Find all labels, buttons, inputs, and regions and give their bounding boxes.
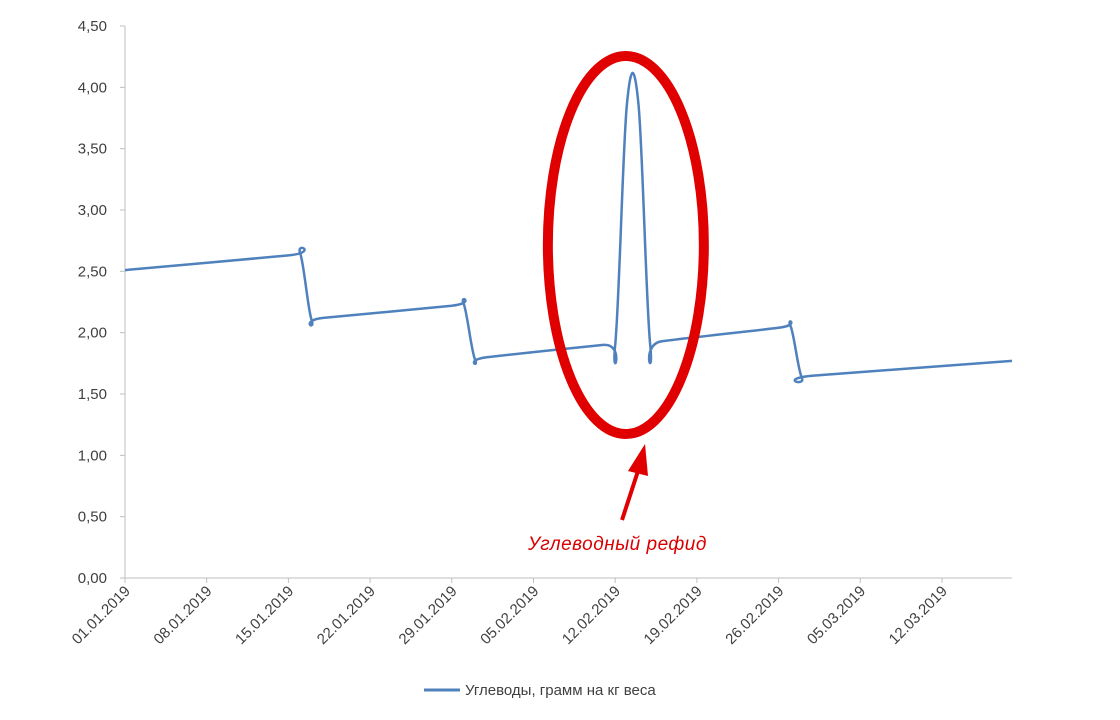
x-tick-label: 05.03.2019 (804, 583, 869, 648)
x-tick-label: 08.01.2019 (150, 583, 215, 648)
annotation-label: Углеводный рефид (527, 534, 707, 555)
x-tick-label: 05.02.2019 (477, 583, 542, 648)
x-tick-label: 19.02.2019 (641, 583, 706, 648)
y-tick-label: 4,00 (78, 79, 107, 96)
x-tick-label: 12.02.2019 (559, 583, 624, 648)
y-tick-label: 1,50 (78, 386, 107, 403)
legend-label: Углеводы, грамм на кг веса (465, 682, 656, 699)
y-tick-label: 0,00 (78, 570, 107, 587)
annotation: Углеводный рефид (527, 51, 709, 555)
highlight-ellipse (542, 51, 709, 439)
x-tick-label: 26.02.2019 (722, 583, 787, 648)
annotation-arrow-shaft (620, 467, 641, 521)
y-tick-label: 1,00 (78, 447, 107, 464)
y-tick-label: 3,00 (78, 202, 107, 219)
x-tick-label: 12.03.2019 (886, 583, 951, 648)
y-tick-label: 2,00 (78, 325, 107, 342)
series-line (124, 71, 1013, 384)
x-axis: 01.01.2019 08.01.2019 15.01.2019 22.01.2019… (69, 577, 1012, 648)
x-tick-label: 15.01.2019 (232, 583, 297, 648)
x-tick-label: 01.01.2019 (69, 583, 134, 648)
annotation-arrow-head (628, 444, 648, 476)
y-axis: 0,00 0,50 1,00 1,50 2,00 2,50 3,00 3,50 4,00 4,50 (78, 18, 126, 587)
x-tick-label: 29.01.2019 (396, 583, 461, 648)
y-tick-label: 3,50 (78, 141, 107, 158)
y-tick-label: 4,50 (78, 18, 107, 35)
x-tick-label: 22.01.2019 (314, 583, 379, 648)
legend: Углеводы, грамм на кг веса (424, 682, 656, 699)
y-tick-label: 0,50 (78, 509, 107, 526)
series-group (124, 71, 1013, 384)
y-tick-label: 2,50 (78, 263, 107, 280)
